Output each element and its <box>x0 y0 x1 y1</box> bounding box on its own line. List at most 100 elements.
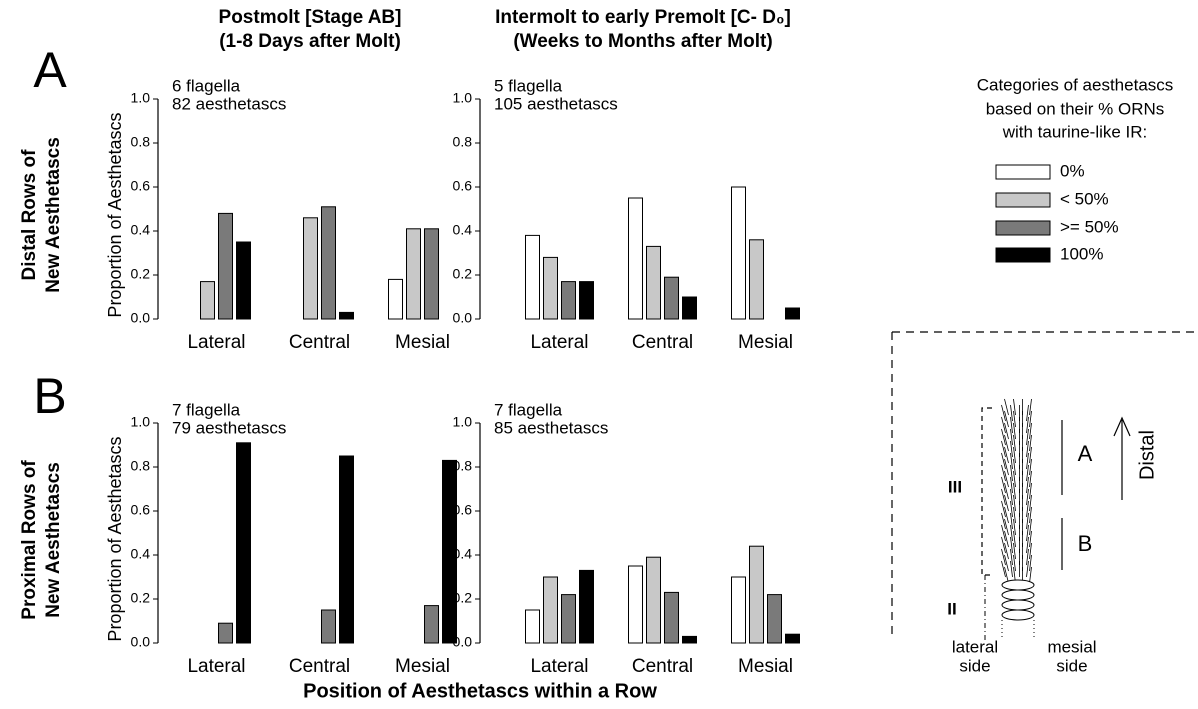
y-tick-label: 0.8 <box>453 458 473 474</box>
antenna-stroke <box>1001 476 1006 494</box>
antenna-stroke <box>1013 494 1016 512</box>
legend-title: Categories of aesthetascs <box>977 75 1174 94</box>
annotation: 85 aesthetascs <box>494 418 608 437</box>
bar <box>388 278 403 320</box>
bar <box>628 197 643 320</box>
antenna-stroke <box>1029 530 1032 548</box>
antenna-stroke <box>1026 536 1029 554</box>
antenna-stroke <box>1029 482 1032 500</box>
antenna-stroke <box>1010 440 1013 458</box>
antenna-stroke <box>1010 404 1013 422</box>
antenna-stroke <box>1001 548 1006 566</box>
y-axis-label: Proportion of Aesthetascs <box>105 112 125 317</box>
x-tick-label: Mesial <box>395 656 450 677</box>
y-tick-label: 0.0 <box>131 310 151 326</box>
y-tick-label: 1.0 <box>453 414 473 430</box>
y-tick-label: 0.4 <box>131 546 151 562</box>
antenna-stroke <box>1013 458 1016 476</box>
arrow-head <box>1113 416 1131 437</box>
antenna-stroke <box>1029 398 1032 416</box>
row-letter: B <box>33 368 66 424</box>
x-tick-label: Mesial <box>738 332 793 353</box>
legend-label: < 50% <box>1060 189 1109 208</box>
diagram-label: III <box>948 477 962 496</box>
antenna-stroke <box>1029 506 1032 524</box>
diagram-label: lateral <box>952 637 998 656</box>
antenna-stroke <box>1001 428 1006 446</box>
antenna-stroke <box>1010 560 1013 578</box>
x-tick-label: Central <box>632 332 693 353</box>
antenna-stroke <box>1004 434 1009 452</box>
antenna-stroke <box>1001 524 1006 542</box>
bar <box>424 605 439 644</box>
bar <box>682 296 697 320</box>
diagram-label: side <box>959 656 990 675</box>
antenna-stroke <box>1004 542 1009 560</box>
bar <box>543 256 558 320</box>
bar <box>646 245 661 320</box>
column-title: (1-8 Days after Molt) <box>219 31 401 52</box>
antenna <box>1001 398 1035 640</box>
antenna-stroke <box>1004 554 1009 572</box>
bar <box>525 609 540 644</box>
annotation: 7 flagella <box>494 400 563 419</box>
antenna-stroke <box>1026 416 1029 434</box>
antenna-stroke <box>1001 404 1006 422</box>
diagram-frame <box>891 331 1198 640</box>
antenna-stroke <box>1004 410 1009 428</box>
antenna-stroke <box>1001 500 1006 518</box>
y-tick-label: 0.2 <box>131 590 151 606</box>
antenna-stroke <box>1001 512 1006 530</box>
antenna-stroke <box>1029 518 1032 536</box>
row-label: Distal Rows of <box>19 149 40 281</box>
antenna-stroke <box>1004 566 1009 584</box>
y-tick-label: 0.8 <box>131 134 151 150</box>
antenna-stroke <box>1013 446 1016 464</box>
y-tick-label: 0.4 <box>453 546 473 562</box>
bar <box>749 239 764 320</box>
antenna-stroke <box>1013 518 1016 536</box>
antenna-stroke <box>1001 416 1006 434</box>
antenna-stroke <box>1026 500 1029 518</box>
bar <box>682 635 697 644</box>
y-tick-label: 0.4 <box>131 222 151 238</box>
bar <box>303 217 318 320</box>
bar <box>579 281 594 320</box>
bar <box>339 455 354 644</box>
bar <box>321 609 336 644</box>
bar <box>236 442 251 644</box>
antenna-stroke <box>1029 494 1032 512</box>
antenna-stroke <box>1004 470 1009 488</box>
antenna-stroke <box>1010 476 1013 494</box>
bar <box>236 241 251 320</box>
bar <box>218 212 233 320</box>
y-tick-label: 0.2 <box>131 266 151 282</box>
x-tick-label: Lateral <box>187 332 245 353</box>
antenna-stroke <box>1026 524 1029 542</box>
antenna-stroke <box>1026 404 1029 422</box>
diagram-label: II <box>947 599 956 618</box>
legend-title: with taurine-like IR: <box>1002 122 1148 141</box>
diagram-label: mesial <box>1047 637 1096 656</box>
antenna-stroke <box>1004 506 1009 524</box>
bar <box>785 307 800 320</box>
bar <box>525 234 540 320</box>
y-tick-label: 0.4 <box>453 222 473 238</box>
x-tick-label: Central <box>289 656 350 677</box>
y-tick-label: 1.0 <box>131 90 151 106</box>
antenna-stroke <box>1010 452 1013 470</box>
column-title: Postmolt [Stage AB] <box>219 7 402 28</box>
antenna-stroke <box>1029 410 1032 428</box>
antenna-stroke <box>1001 488 1006 506</box>
legend-swatch <box>995 247 1051 263</box>
antenna-segment <box>1001 579 1035 591</box>
bar <box>664 276 679 320</box>
bar <box>646 556 661 644</box>
y-tick-label: 0.8 <box>131 458 151 474</box>
antenna-stroke <box>1010 524 1013 542</box>
diagram-label: A <box>1078 441 1093 466</box>
antenna-stroke <box>1001 440 1006 458</box>
y-axis-label: Proportion of Aesthetascs <box>105 436 125 641</box>
bar <box>628 565 643 644</box>
